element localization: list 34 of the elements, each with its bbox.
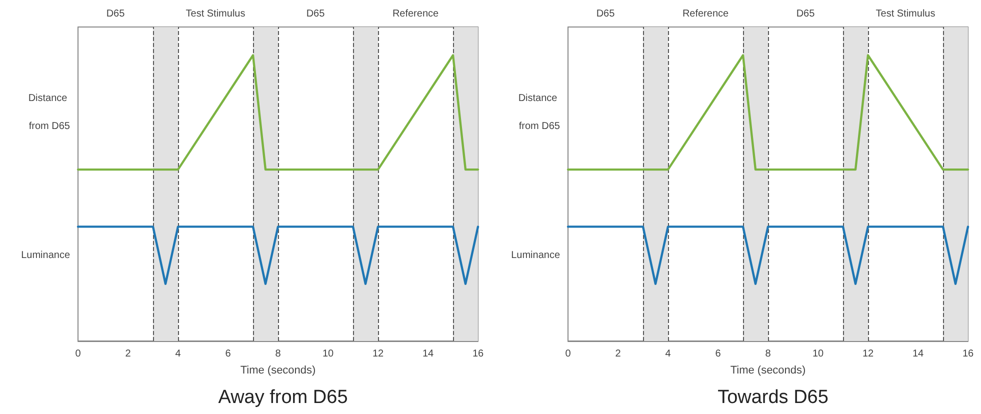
x-tick-label: 8 <box>275 348 282 360</box>
x-tick-label: 12 <box>372 348 384 360</box>
x-axis-title: Time (seconds) <box>240 364 316 376</box>
text: Distance from D65 <box>518 92 560 132</box>
x-tick-label: 2 <box>125 348 132 360</box>
text: D65 <box>306 8 326 20</box>
text: Luminance <box>511 250 560 261</box>
x-tick-label: 14 <box>912 348 924 360</box>
x-tick-label: 4 <box>665 348 672 360</box>
x-tick-label: 4 <box>175 348 182 360</box>
text: Test Stimulus <box>876 8 936 20</box>
x-tick-label: 10 <box>322 348 334 360</box>
text: D65 <box>106 8 126 20</box>
x-tick-label: 8 <box>765 348 772 360</box>
text: Distance from D65 <box>28 92 70 132</box>
x-tick-label: 0 <box>75 348 82 360</box>
x-tick-label: 2 <box>615 348 622 360</box>
text: Reference <box>392 8 440 20</box>
x-tick-label: 12 <box>862 348 874 360</box>
text: Away from D65 <box>218 387 348 408</box>
text: Test Stimulus <box>186 8 246 20</box>
text: Luminance <box>21 250 70 261</box>
text: Towards D65 <box>718 387 828 408</box>
x-tick-label: 16 <box>472 348 484 360</box>
x-tick-label: 14 <box>422 348 434 360</box>
text: D65 <box>596 8 616 20</box>
x-tick-label: 6 <box>225 348 232 360</box>
x-axis-title: Time (seconds) <box>730 364 806 376</box>
x-tick-label: 10 <box>812 348 824 360</box>
text: D65 <box>796 8 816 20</box>
x-tick-label: 0 <box>565 348 572 360</box>
x-tick-label: 16 <box>962 348 974 360</box>
text: Reference <box>682 8 730 20</box>
x-tick-label: 6 <box>715 348 722 360</box>
